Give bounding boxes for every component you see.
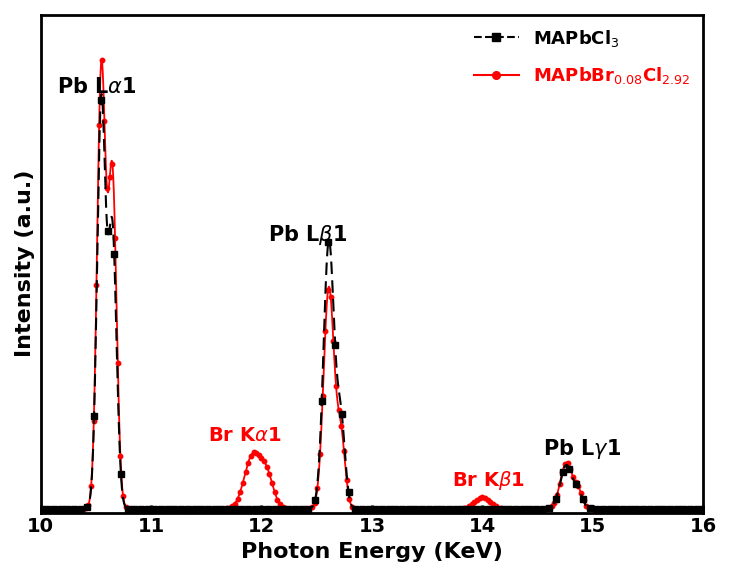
- Text: Pb L$\alpha$1: Pb L$\alpha$1: [57, 77, 137, 98]
- Text: Pb L$\beta$1: Pb L$\beta$1: [268, 223, 347, 247]
- X-axis label: Photon Energy (KeV): Photon Energy (KeV): [241, 542, 503, 562]
- Text: Br K$\alpha$1: Br K$\alpha$1: [209, 426, 282, 445]
- Text: Pb L$\gamma$1: Pb L$\gamma$1: [543, 437, 621, 461]
- Y-axis label: Intensity (a.u.): Intensity (a.u.): [15, 170, 35, 358]
- Text: Br K$\beta$1: Br K$\beta$1: [452, 469, 525, 492]
- Legend: MAPbCl$_3$, MAPbBr$_{0.08}$Cl$_{2.92}$: MAPbCl$_3$, MAPbBr$_{0.08}$Cl$_{2.92}$: [466, 20, 698, 93]
